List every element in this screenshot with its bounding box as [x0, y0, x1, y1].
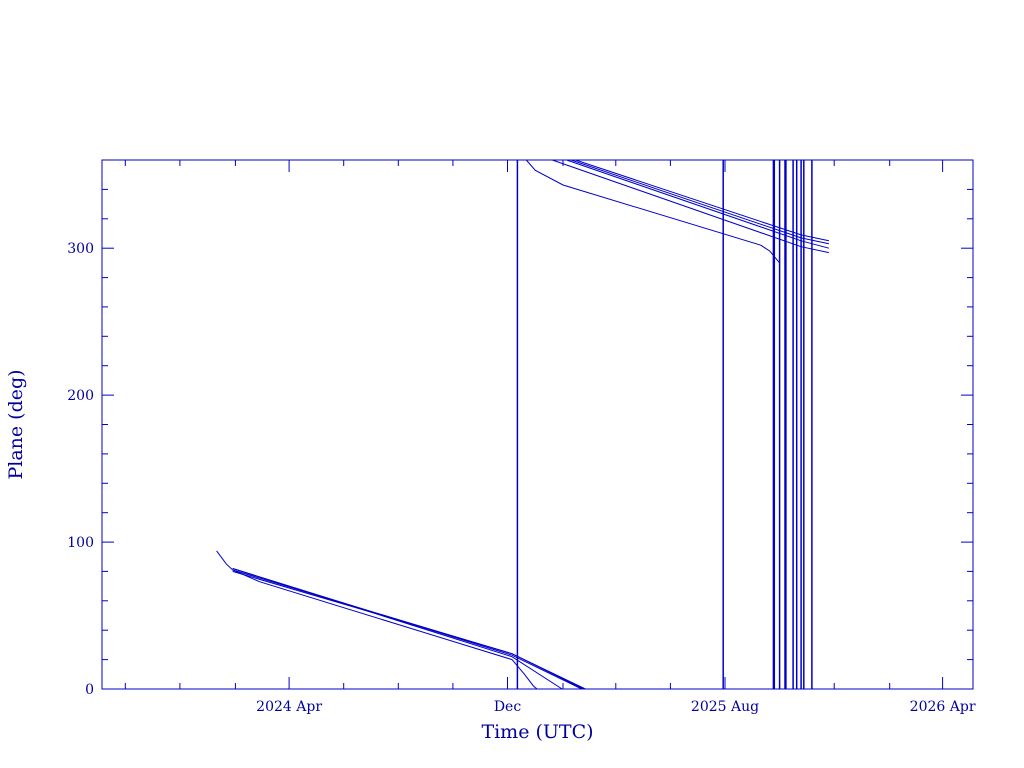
- plot-marks: [216, 159, 830, 690]
- x-tick-label: 2025 Aug: [691, 699, 759, 715]
- y-tick-label: 0: [85, 682, 94, 698]
- series-line-2: [232, 568, 563, 690]
- x-tick-label: Dec: [494, 699, 522, 715]
- x-tick-label: 2026 Apr: [910, 699, 976, 715]
- series-line-5: [232, 570, 586, 690]
- series-line-7: [552, 159, 830, 254]
- tick-labels: 0 100 200 300 2024 Apr Dec 2025 Aug 2026 Apr: [67, 241, 976, 715]
- y-axis-label: Plane (deg): [5, 369, 27, 479]
- series-line-6: [525, 159, 780, 264]
- series-line-8: [566, 159, 830, 249]
- series-line-4: [232, 569, 584, 690]
- y-tick-label: 100: [67, 535, 94, 551]
- axis-ticks: [102, 159, 973, 690]
- plot-frame: [101, 159, 974, 690]
- x-axis-label: Time (UTC): [481, 721, 593, 743]
- series-line-1: [216, 550, 538, 690]
- x-tick-label: 2024 Apr: [256, 699, 322, 715]
- y-tick-label: 200: [67, 388, 94, 404]
- y-tick-label: 300: [67, 241, 94, 257]
